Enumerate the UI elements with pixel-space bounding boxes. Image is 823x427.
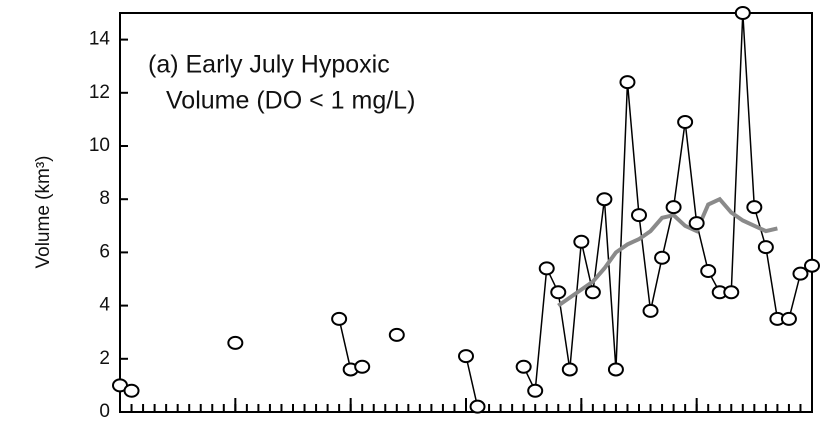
data-point	[757, 240, 774, 255]
data-point	[550, 285, 567, 300]
series-line	[557, 196, 778, 308]
y-axis-label: Volume (km³)	[33, 156, 54, 269]
data-point	[331, 311, 348, 326]
data-point	[804, 258, 820, 273]
data-point	[723, 285, 740, 300]
data-point	[642, 303, 659, 318]
y-tick-label: 0	[99, 401, 110, 422]
data-point	[665, 200, 682, 215]
data-point	[734, 6, 751, 20]
data-point	[515, 359, 532, 374]
data-point	[631, 208, 647, 223]
data-point	[573, 234, 590, 249]
y-tick-label: 12	[89, 82, 110, 103]
y-tick-label: 8	[99, 188, 110, 209]
data-point	[677, 115, 694, 130]
data-point	[538, 261, 555, 276]
data-point	[561, 362, 578, 377]
data-point	[746, 200, 763, 215]
annotation: (a) Early July Hypoxic	[148, 51, 390, 79]
data-point	[792, 266, 809, 281]
data-point	[123, 383, 140, 398]
y-tick-label: 4	[99, 295, 110, 316]
y-tick-label: 2	[99, 348, 110, 369]
data-point	[354, 359, 371, 374]
data-point	[469, 399, 486, 414]
y-tick-label: 6	[99, 241, 110, 262]
data-point	[780, 311, 797, 326]
data-point	[527, 383, 544, 398]
data-point	[607, 362, 624, 377]
data-point	[688, 216, 705, 231]
y-tick-label: 14	[89, 29, 111, 50]
data-point	[584, 285, 601, 300]
data-point	[596, 192, 613, 207]
data-point	[458, 349, 474, 364]
data-point	[227, 335, 244, 350]
y-tick-label: 10	[89, 135, 110, 156]
data-point	[654, 250, 671, 265]
data-point	[619, 75, 636, 90]
data-point	[388, 327, 405, 342]
annotation: Volume (DO < 1 mg/L)	[166, 87, 415, 115]
data-point	[700, 264, 717, 279]
